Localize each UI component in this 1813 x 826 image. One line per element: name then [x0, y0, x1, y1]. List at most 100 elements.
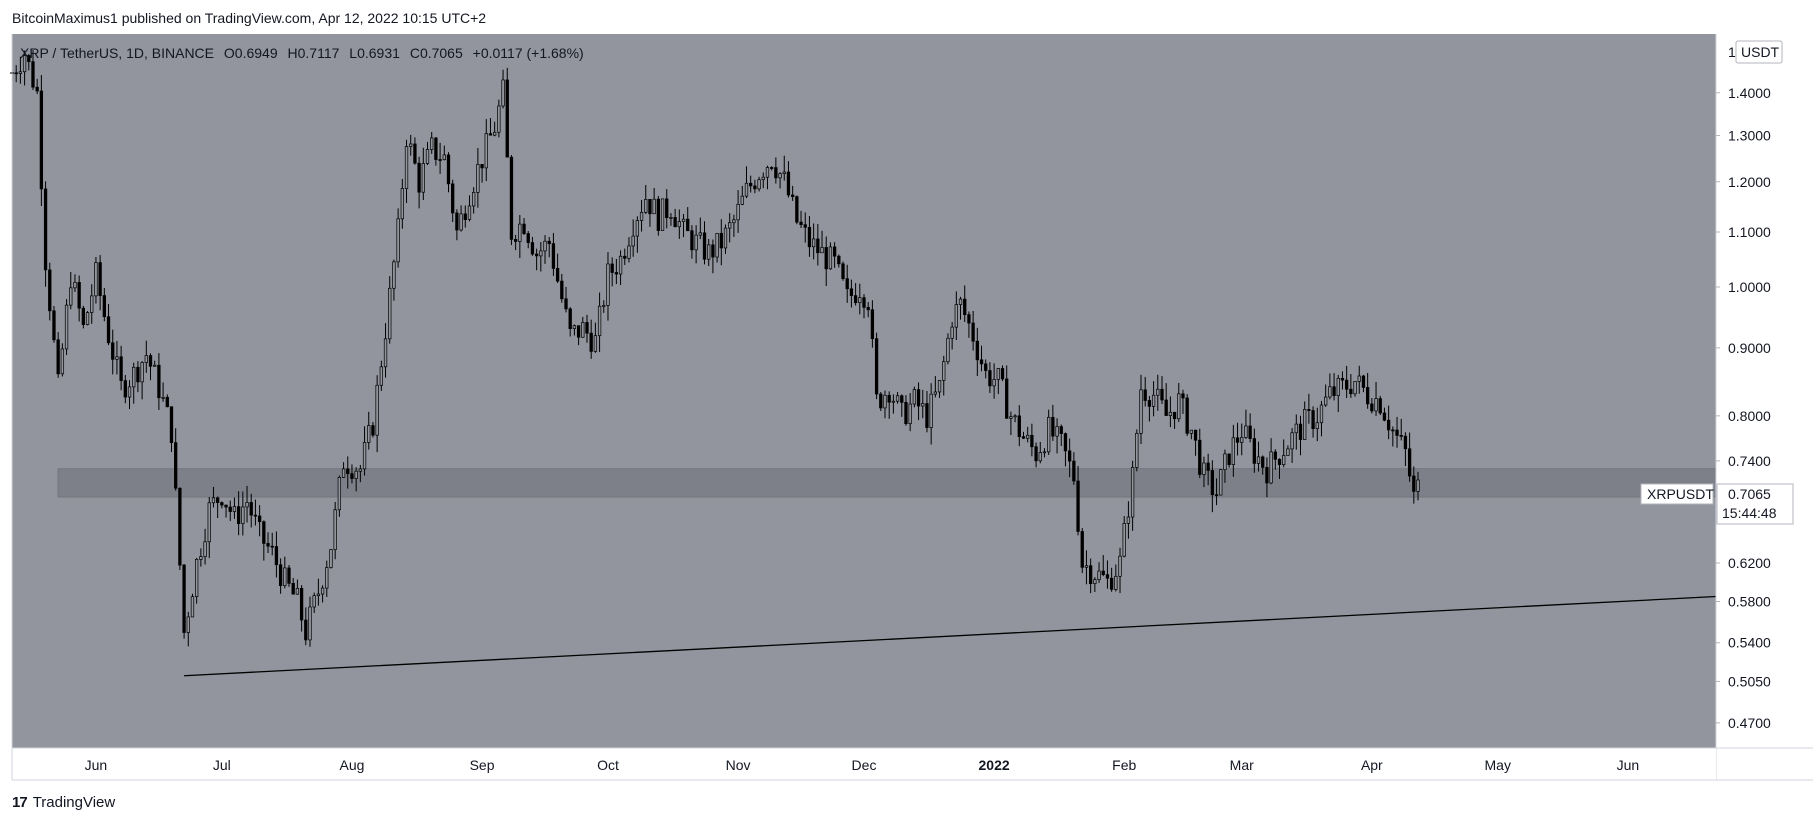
candle-body-up [73, 282, 77, 289]
candle-body-down [39, 90, 44, 190]
candle-body-up [820, 247, 824, 254]
price-tick-label: 0.5400 [1728, 635, 1771, 651]
candle-body-up [581, 322, 585, 338]
price-tag-value: 0.7065 [1728, 486, 1771, 502]
candle-body-up [1156, 388, 1160, 396]
candle-body-down [1370, 403, 1374, 412]
candle-body-down [1235, 437, 1240, 443]
candle-body-down [81, 307, 85, 325]
candle-body-down [224, 504, 228, 508]
candle-body-down [879, 393, 883, 409]
candle-body-down [274, 546, 279, 566]
candle-body-down [1273, 451, 1277, 460]
support-zone [57, 468, 1717, 498]
candle-body-up [388, 287, 392, 340]
time-tick-label: Nov [726, 757, 751, 773]
candle-body-down [686, 218, 690, 232]
candle-body-up [593, 335, 598, 352]
candle-body-up [85, 312, 90, 325]
candle-body-down [228, 506, 232, 512]
candle-body-up [644, 199, 648, 213]
candle-body-down [1000, 368, 1005, 380]
candle-body-up [354, 470, 358, 479]
time-tick-label: 2022 [979, 757, 1010, 773]
candle-body-up [115, 356, 119, 360]
candle-body-down [547, 240, 551, 244]
candle-body-down [614, 272, 619, 275]
candle-body-down [925, 403, 929, 428]
candle-body-up [472, 192, 476, 207]
candle-body-up [367, 425, 371, 443]
candle-body-up [153, 364, 157, 367]
candle-body-down [119, 356, 123, 381]
last-price-marker[interactable]: XRPUSDT 0.7065 15:44:48 [1640, 483, 1794, 525]
candle-body-up [442, 154, 446, 160]
price-tick-label: 1.2000 [1728, 174, 1771, 190]
candle-body-down [845, 278, 849, 290]
candle-body-up [245, 502, 249, 508]
time-tick-label: May [1485, 757, 1511, 773]
candle-body-down [278, 564, 283, 586]
candle-body-down [555, 268, 560, 282]
candle-body-up [409, 143, 413, 147]
currency-label[interactable]: 1 USDT [1728, 40, 1783, 64]
candle-body-down [753, 185, 757, 190]
candle-body-down [111, 342, 115, 360]
candle-body-up [543, 240, 547, 252]
candle-body-down [799, 221, 803, 225]
candle-body-down [1399, 435, 1403, 437]
close-label: C [409, 45, 420, 61]
candle-body-down [1307, 409, 1311, 411]
candle-body-down [1391, 429, 1395, 432]
candle-body-down [165, 396, 169, 408]
candle-body-up [908, 403, 912, 425]
candle-body-down [749, 182, 753, 187]
price-tick-label: 1.1000 [1728, 224, 1771, 240]
candle-body-up [341, 468, 346, 478]
candle-body-up [375, 384, 379, 436]
candle-body-down [434, 137, 438, 160]
candle-body-down [1164, 399, 1168, 416]
candle-body-up [1177, 393, 1181, 420]
price-tick-label: 1.0000 [1728, 279, 1771, 295]
candle-body-up [958, 298, 963, 305]
candle-body-up [811, 238, 816, 248]
currency-box [1735, 40, 1783, 64]
candle-body-up [1202, 462, 1206, 475]
candle-body-up [69, 287, 73, 306]
candle-body-down [14, 72, 18, 75]
candle-body-up [933, 391, 937, 395]
candle-body-down [673, 217, 677, 228]
candle-body-up [1286, 448, 1290, 456]
low-label: L [349, 45, 358, 61]
candle-body-up [1026, 434, 1030, 439]
candle-body-down [451, 183, 455, 214]
candle-body-up [329, 549, 333, 568]
candle-body-up [1151, 394, 1156, 407]
candle-body-up [320, 587, 325, 595]
candle-body-down [48, 269, 52, 312]
candle-body-down [216, 497, 220, 503]
candle-body-up [912, 389, 917, 405]
time-axis-panel [12, 748, 1716, 780]
candle-body-up [778, 173, 782, 179]
candle-body-down [505, 79, 509, 158]
candle-body-up [283, 567, 287, 586]
candle-body-down [551, 243, 556, 269]
tradingview-footer[interactable]: 17 TradingView [12, 794, 115, 811]
price-tick-label: 0.4700 [1728, 715, 1771, 731]
candle-body-up [1122, 523, 1126, 557]
candle-body-down [413, 143, 417, 164]
candle-body-down [148, 355, 153, 367]
candle-body-up [669, 217, 673, 219]
symbol-legend[interactable]: XRP / TetherUS, 1D, BINANCE O0.6949 H0.7… [20, 45, 584, 61]
ascending-trendline[interactable] [184, 595, 1717, 677]
candle-body-up [606, 263, 610, 306]
candle-body-up [362, 442, 367, 470]
candle-body-up [681, 218, 686, 222]
time-tick-label: Oct [597, 757, 619, 773]
candle-body-up [430, 137, 434, 150]
candle-body-up [677, 221, 681, 228]
candle-body-up [937, 380, 942, 393]
